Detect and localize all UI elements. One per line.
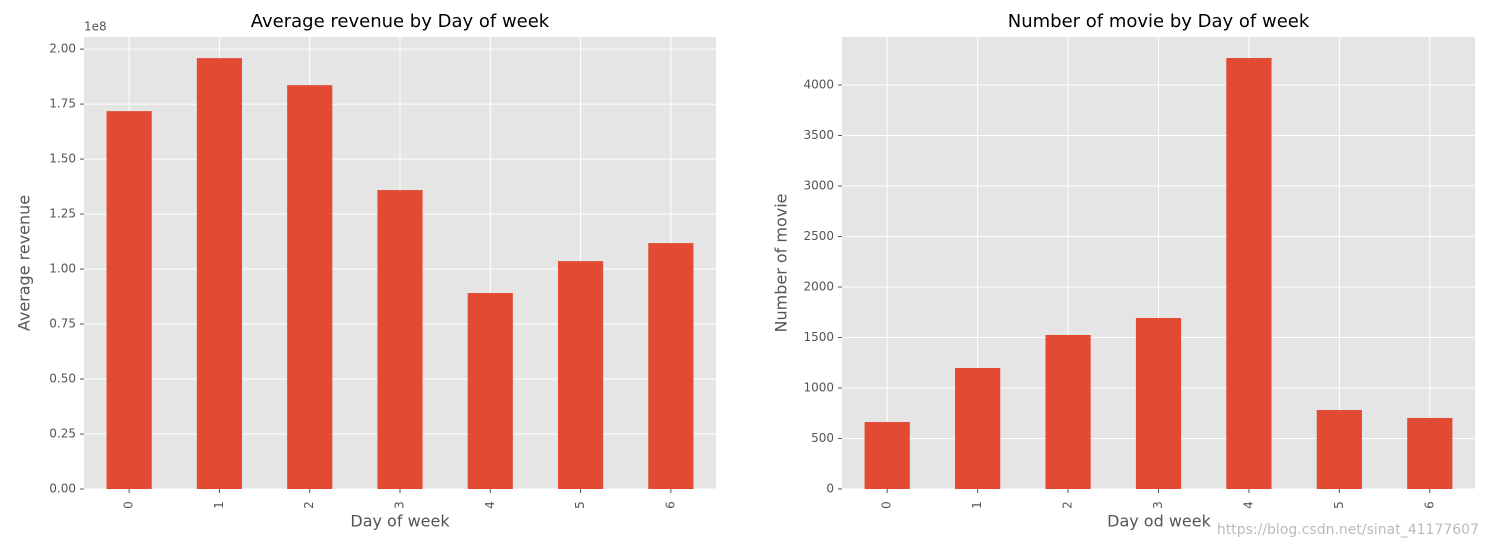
y-tick-label: 0.50: [49, 372, 76, 386]
y-tick-label: 1.75: [49, 97, 76, 111]
x-tick-label: 6: [663, 501, 677, 509]
bar: [196, 58, 242, 490]
y-tick-label: 3000: [803, 178, 834, 192]
x-axis-label: Day of week: [350, 512, 450, 531]
y-tick-label: 0.75: [49, 317, 76, 331]
y-tick-label: 500: [811, 431, 834, 445]
bar: [1226, 58, 1272, 490]
x-tick-label: 0: [880, 501, 894, 509]
x-tick-label: 0: [122, 501, 136, 509]
chart-title: Number of movie by Day of week: [1008, 11, 1310, 32]
y-tick-label: 0.00: [49, 482, 76, 496]
x-tick-label: 1: [970, 501, 984, 509]
y-tick-label: 1.25: [49, 207, 76, 221]
y-tick-label: 4000: [803, 77, 834, 91]
bar: [648, 243, 694, 489]
y-tick-label: 1000: [803, 380, 834, 394]
bar: [1045, 334, 1091, 489]
y-tick-label: 2.00: [49, 42, 76, 56]
x-tick-label: 1: [212, 501, 226, 509]
bar: [1407, 417, 1453, 489]
x-tick-label: 6: [1422, 501, 1436, 509]
x-tick-label: 5: [1332, 501, 1346, 509]
y-tick-label: 3500: [803, 128, 834, 142]
y-tick-label: 2000: [803, 279, 834, 293]
bar: [106, 111, 152, 490]
bar: [1135, 317, 1182, 489]
bar: [864, 422, 910, 489]
x-tick-label: 3: [393, 501, 407, 509]
y-tick-label: 2500: [803, 229, 834, 243]
bar: [558, 261, 604, 489]
y-axis-label: Number of movie: [772, 194, 791, 333]
y-offset-label: 1e8: [84, 20, 107, 34]
bar: [377, 190, 423, 490]
bar: [467, 293, 513, 489]
y-tick-label: 1500: [803, 330, 834, 344]
x-tick-label: 3: [1151, 501, 1165, 509]
x-tick-label: 4: [483, 501, 497, 509]
y-tick-label: 1.00: [49, 262, 76, 276]
bar: [1316, 410, 1362, 489]
bar: [287, 85, 333, 489]
x-tick-label: 4: [1241, 501, 1255, 509]
x-tick-label: 2: [302, 501, 316, 509]
bar: [955, 367, 1001, 489]
y-tick-label: 1.50: [49, 152, 76, 166]
x-tick-label: 5: [573, 501, 587, 509]
x-tick-label: 2: [1061, 501, 1075, 509]
y-tick-label: 0: [826, 482, 834, 496]
x-axis-label: Day od week: [1107, 512, 1211, 531]
watermark: https://blog.csdn.net/sinat_41177607: [1217, 522, 1479, 538]
chart-title: Average revenue by Day of week: [251, 11, 550, 32]
y-axis-label: Average revenue: [15, 195, 34, 331]
y-tick-label: 0.25: [49, 427, 76, 441]
